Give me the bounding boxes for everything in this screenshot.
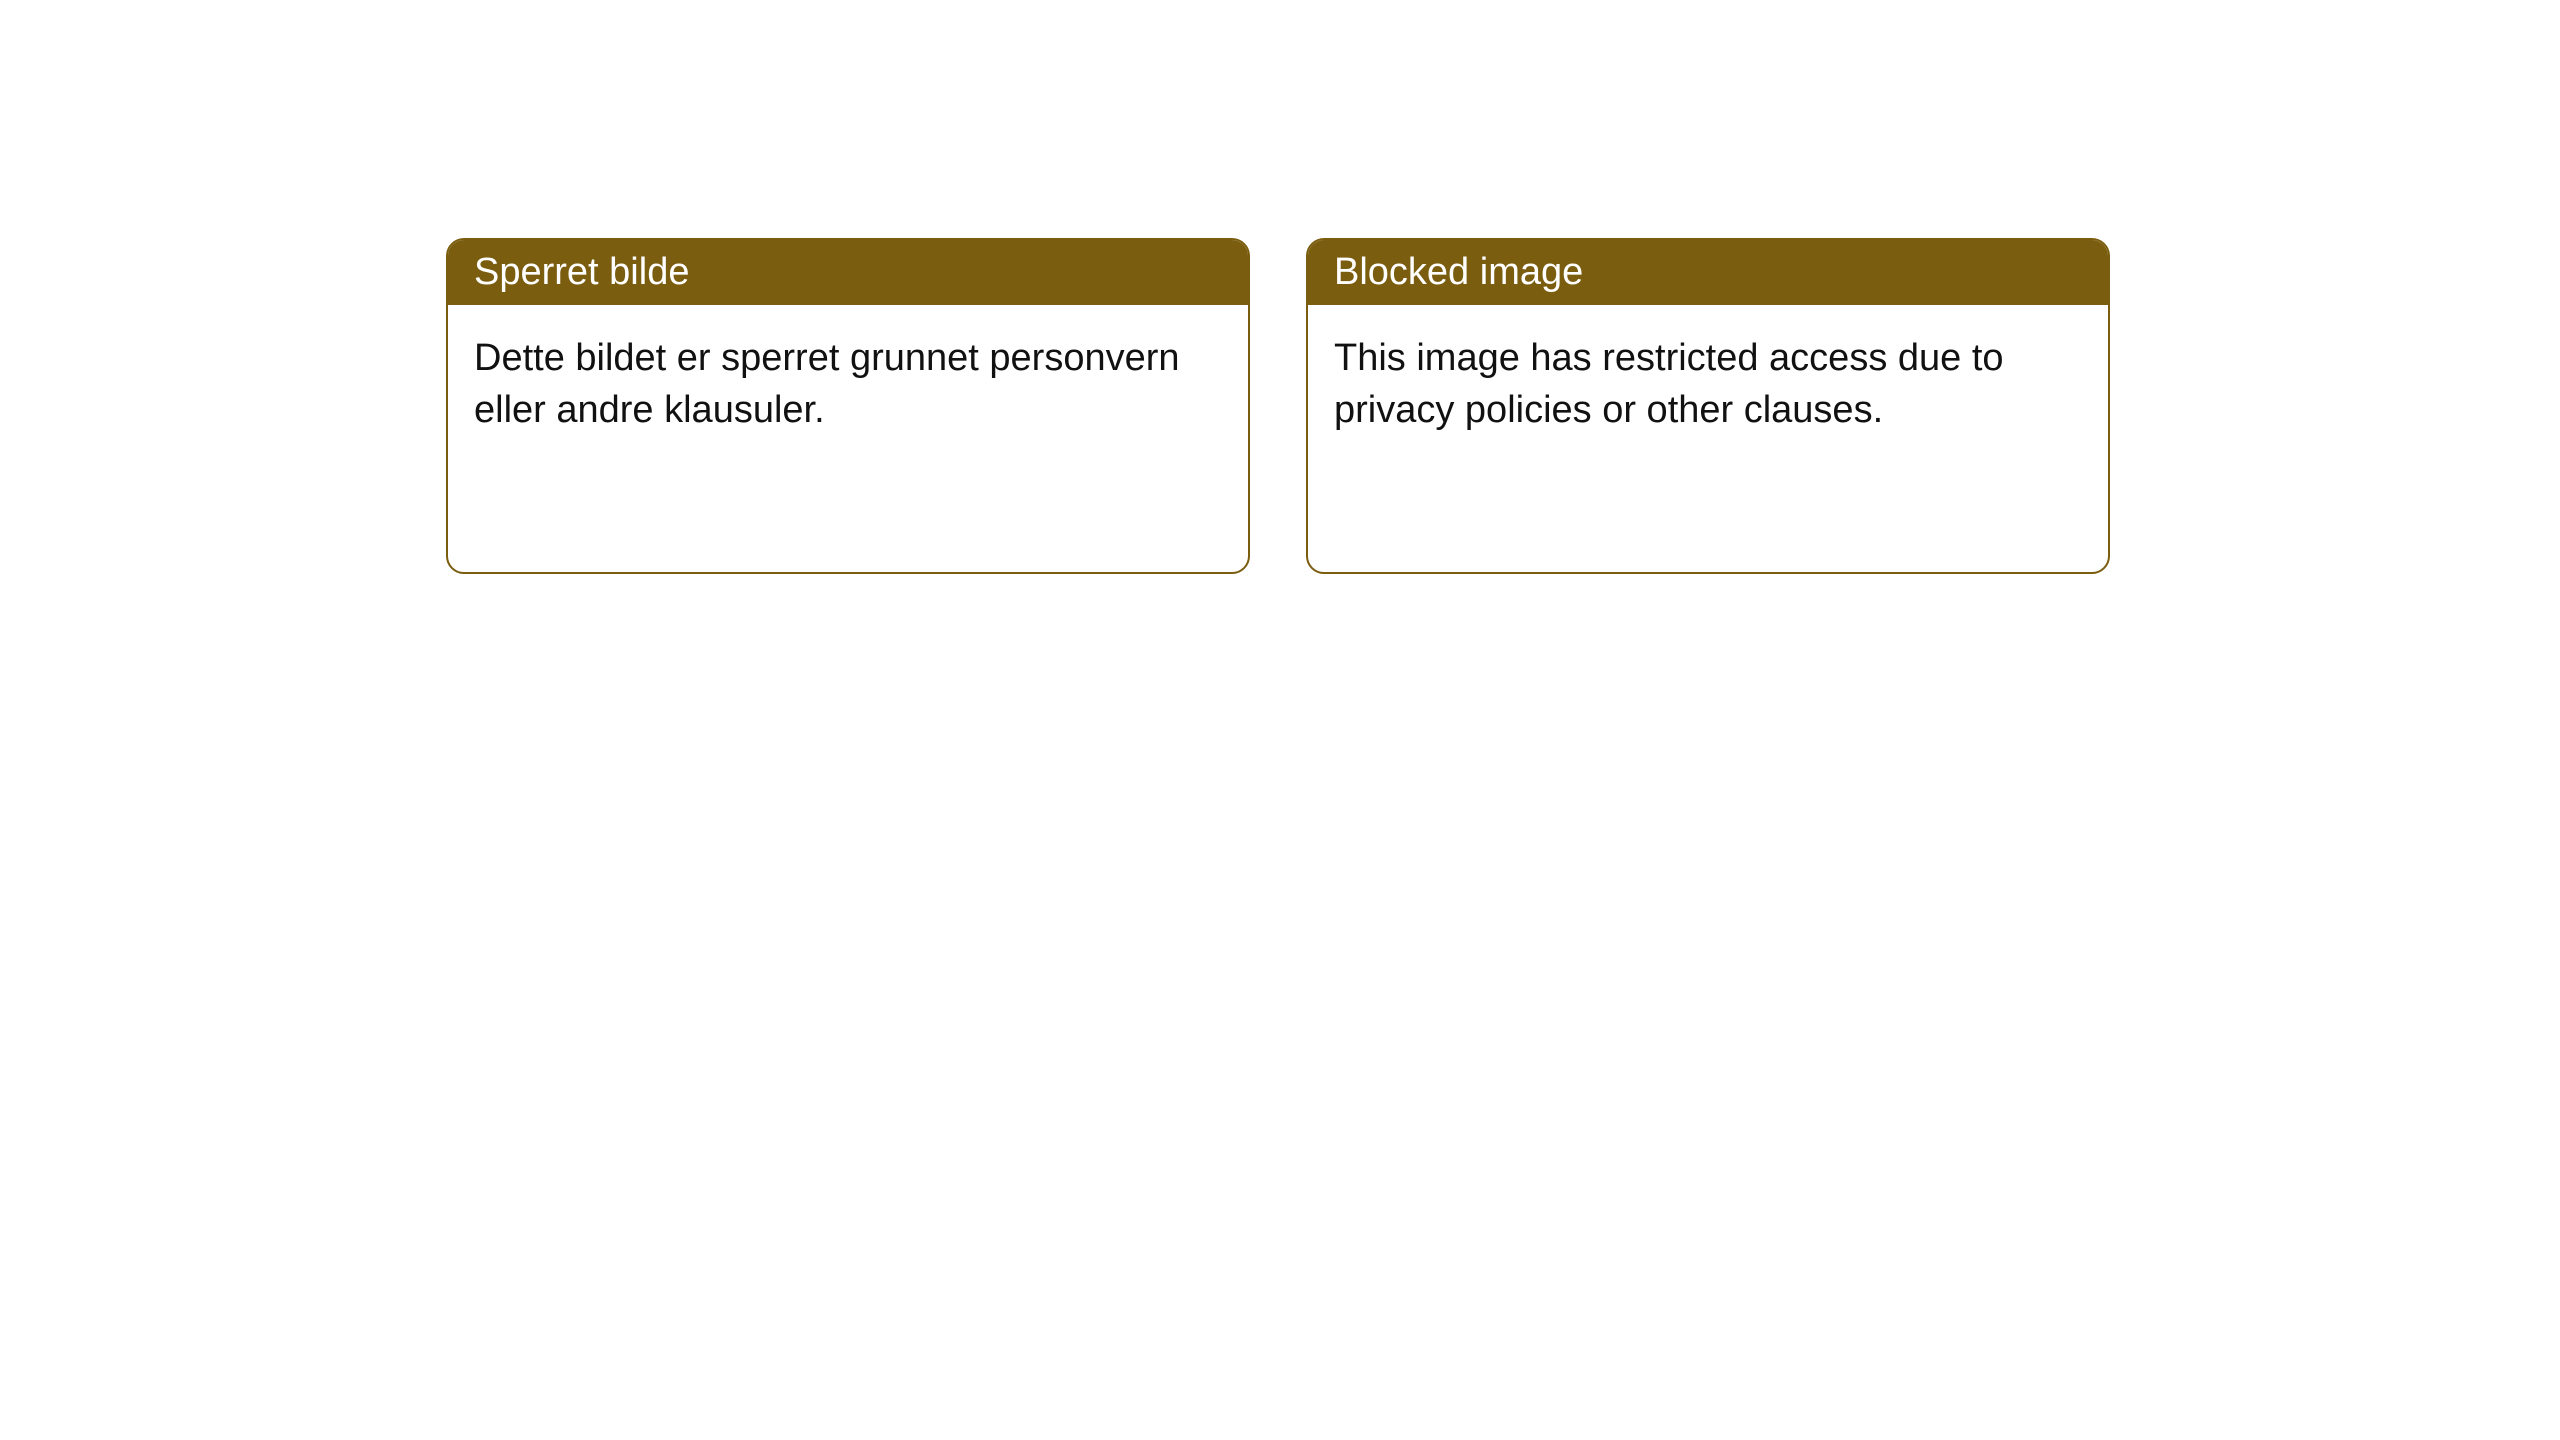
notice-box-english: Blocked image This image has restricted … bbox=[1306, 238, 2110, 574]
notice-container: Sperret bilde Dette bildet er sperret gr… bbox=[0, 0, 2560, 574]
notice-title-norwegian: Sperret bilde bbox=[448, 240, 1248, 305]
notice-body-norwegian: Dette bildet er sperret grunnet personve… bbox=[448, 305, 1248, 464]
notice-body-english: This image has restricted access due to … bbox=[1308, 305, 2108, 464]
notice-box-norwegian: Sperret bilde Dette bildet er sperret gr… bbox=[446, 238, 1250, 574]
notice-title-english: Blocked image bbox=[1308, 240, 2108, 305]
